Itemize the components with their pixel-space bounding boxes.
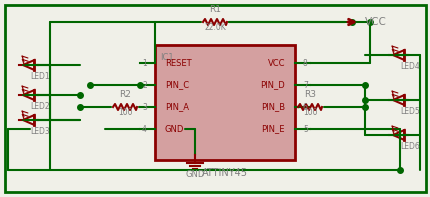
Text: LED3: LED3 [30,127,50,136]
Text: PIN_B: PIN_B [260,102,284,112]
Text: PIN_A: PIN_A [165,102,189,112]
Text: 7: 7 [302,81,307,89]
Text: LED6: LED6 [399,142,419,151]
Text: 5: 5 [302,125,307,134]
Text: 1: 1 [142,59,147,68]
Text: 2: 2 [142,81,147,89]
Text: VCC: VCC [267,59,284,68]
FancyBboxPatch shape [155,45,294,160]
Text: LED4: LED4 [399,62,419,71]
Text: VCC: VCC [364,17,386,27]
Text: PIN_D: PIN_D [260,81,284,89]
Text: LED5: LED5 [399,107,419,116]
Text: PIN_C: PIN_C [165,81,189,89]
Text: R2: R2 [119,90,131,99]
Text: 6: 6 [302,102,307,112]
Text: R3: R3 [303,90,315,99]
Text: 3: 3 [142,102,147,112]
Text: IC1: IC1 [160,53,173,62]
Text: 4: 4 [142,125,147,134]
Text: RESET: RESET [165,59,191,68]
Text: GND: GND [165,125,184,134]
Text: ATTINY45: ATTINY45 [202,168,247,178]
Text: 22.0K: 22.0K [204,23,225,32]
Text: R1: R1 [209,5,221,14]
Text: 100: 100 [302,108,316,117]
Text: PIN_E: PIN_E [261,125,284,134]
Text: 100: 100 [117,108,132,117]
Text: LED2: LED2 [30,102,50,111]
Text: LED1: LED1 [30,72,50,81]
Text: 8: 8 [302,59,307,68]
Text: GND: GND [185,170,204,179]
